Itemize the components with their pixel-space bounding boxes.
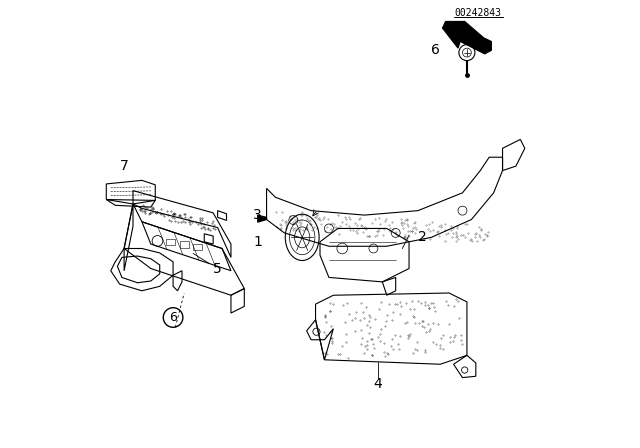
Text: 6: 6 — [169, 311, 177, 324]
Text: 1: 1 — [253, 235, 262, 249]
Polygon shape — [442, 22, 492, 47]
Bar — [180, 241, 189, 248]
Text: 4: 4 — [374, 377, 382, 391]
Text: 2: 2 — [418, 230, 427, 244]
Polygon shape — [442, 28, 492, 54]
Bar — [166, 239, 175, 246]
Text: 7: 7 — [120, 159, 129, 173]
Text: 3: 3 — [253, 208, 262, 222]
Polygon shape — [258, 215, 267, 222]
Text: 5: 5 — [213, 262, 222, 276]
Text: 6: 6 — [431, 43, 440, 57]
Bar — [193, 244, 202, 250]
Text: 00242843: 00242843 — [454, 8, 502, 17]
